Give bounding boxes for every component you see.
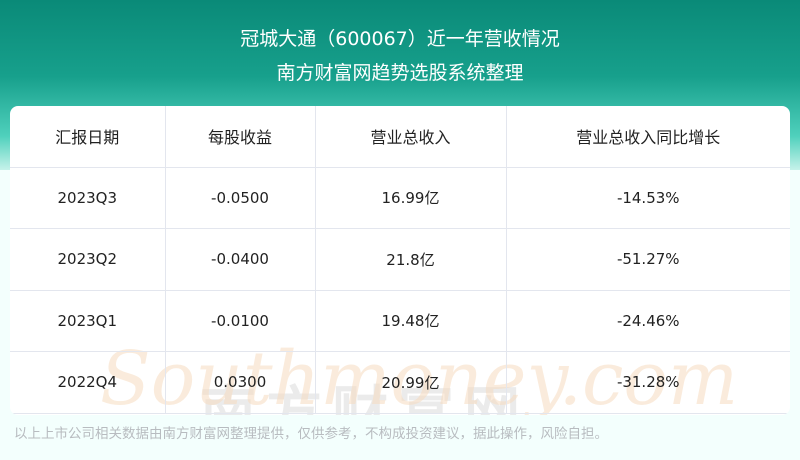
table-row: 2022Q4 0.0300 20.99亿 -31.28% — [10, 351, 790, 414]
column-header: 汇报日期 — [10, 106, 166, 168]
cell-eps: 0.0300 — [165, 351, 316, 414]
cell-date: 2023Q1 — [10, 290, 166, 352]
cell-growth: -51.27% — [506, 228, 790, 291]
revenue-table-card: 南方财富网 Southmoney.com 汇报日期 每股收益 营业总收入 营业总… — [10, 106, 790, 415]
revenue-table: 汇报日期 每股收益 营业总收入 营业总收入同比增长 2023Q3 -0.0500… — [10, 106, 790, 414]
cell-growth: -31.28% — [506, 351, 790, 414]
table-row: 2023Q3 -0.0500 16.99亿 -14.53% — [10, 167, 790, 229]
cell-date: 2023Q3 — [10, 167, 166, 229]
column-header: 营业总收入 — [315, 106, 507, 168]
table-row: 2023Q2 -0.0400 21.8亿 -51.27% — [10, 228, 790, 291]
page-subtitle: 南方财富网趋势选股系统整理 — [276, 62, 524, 84]
cell-eps: -0.0500 — [165, 167, 316, 229]
column-header: 每股收益 — [165, 106, 316, 168]
cell-eps: -0.0100 — [165, 290, 316, 352]
cell-revenue: 16.99亿 — [315, 167, 507, 229]
cell-revenue: 20.99亿 — [315, 351, 507, 414]
cell-date: 2023Q2 — [10, 228, 166, 291]
cell-growth: -24.46% — [506, 290, 790, 352]
column-header: 营业总收入同比增长 — [506, 106, 790, 168]
cell-date: 2022Q4 — [10, 351, 166, 414]
cell-revenue: 19.48亿 — [315, 290, 507, 352]
cell-growth: -14.53% — [506, 167, 790, 229]
table-header-row: 汇报日期 每股收益 营业总收入 营业总收入同比增长 — [10, 106, 790, 168]
cell-eps: -0.0400 — [165, 228, 316, 291]
cell-revenue: 21.8亿 — [315, 228, 507, 291]
page-title: 冠城大通（600067）近一年营收情况 — [240, 28, 560, 50]
disclaimer: 以上上市公司相关数据由南方财富网整理提供，仅供参考，不构成投资建议，据此操作，风… — [14, 426, 608, 442]
table-row: 2023Q1 -0.0100 19.48亿 -24.46% — [10, 290, 790, 352]
